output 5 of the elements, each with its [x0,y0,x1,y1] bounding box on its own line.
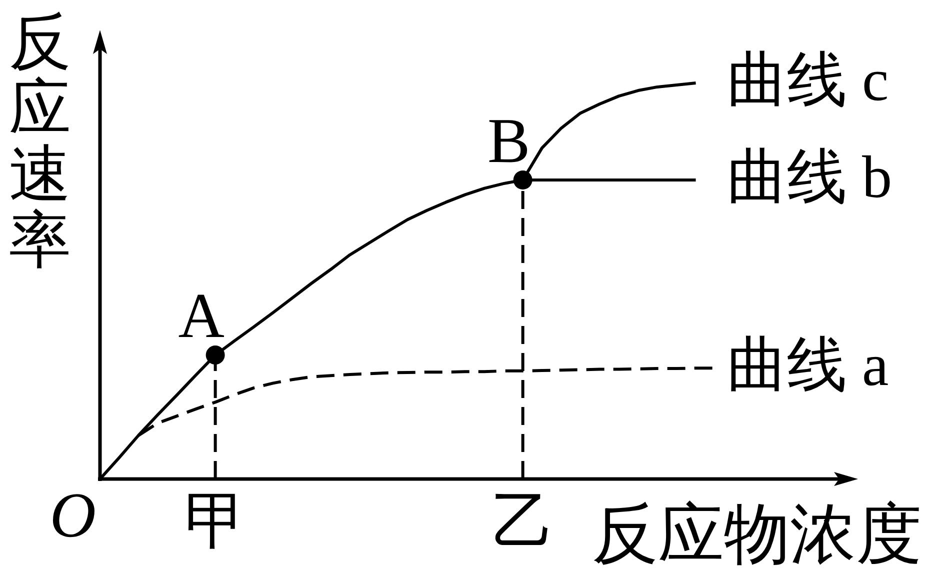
annotation: A [178,280,224,352]
annotation: O [50,480,96,550]
x-axis-title: 反应物浓度 [592,498,922,570]
y-axis-title: 反应速率 [9,9,71,275]
annotation: B [487,105,530,176]
